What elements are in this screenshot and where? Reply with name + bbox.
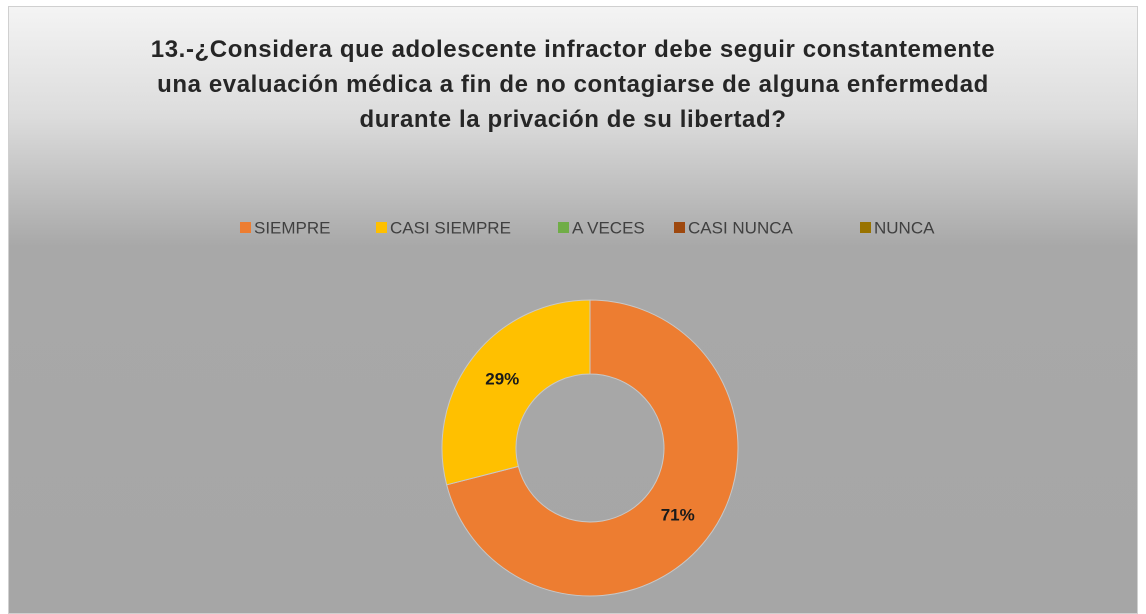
chart-title: 13.-¿Considera que adolescente infractor… [150, 36, 996, 133]
legend-swatch [240, 222, 251, 233]
legend-swatch [674, 222, 685, 233]
donut-slice [446, 299, 739, 597]
legend-label: A VECES [572, 218, 645, 237]
donut-slice [441, 299, 591, 486]
legend-label: NUNCA [874, 218, 935, 237]
legend-swatch [860, 222, 871, 233]
legend-label: CASI NUNCA [688, 218, 794, 237]
legend-swatch [376, 222, 387, 233]
legend-label: SIEMPRE [254, 218, 331, 237]
data-label: 29% [485, 369, 519, 388]
legend-swatch [558, 222, 569, 233]
data-label: 71% [661, 506, 695, 525]
legend-label: CASI SIEMPRE [390, 218, 511, 237]
